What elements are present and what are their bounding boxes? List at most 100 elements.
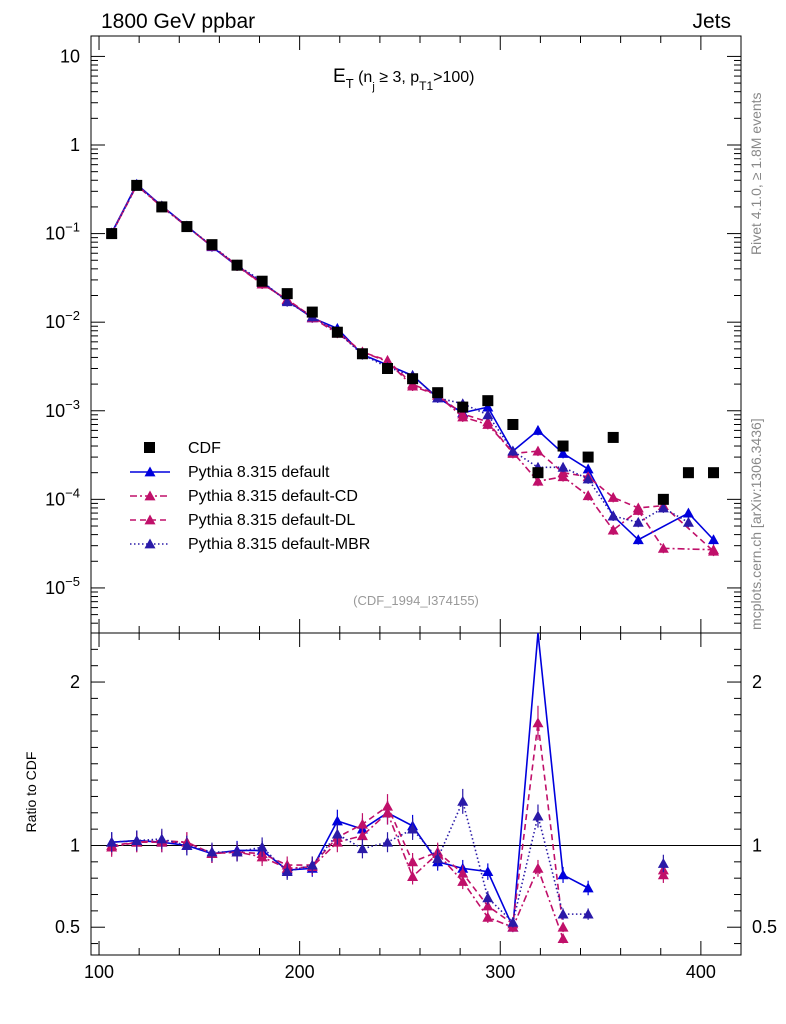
data-point-marker xyxy=(532,467,544,479)
y-tick-label: 10−2 xyxy=(45,308,80,332)
data-point-marker xyxy=(582,451,594,463)
ratio-series-marker xyxy=(582,908,594,919)
ratio-series-marker xyxy=(482,866,494,877)
y-tick-label: 10−1 xyxy=(45,220,80,244)
data-point-marker xyxy=(432,387,444,399)
x-tick-label: 100 xyxy=(84,962,114,982)
main-series-marker xyxy=(607,491,619,502)
main-series-marker xyxy=(482,409,494,420)
data-point-marker xyxy=(407,373,419,385)
main-series-marker xyxy=(632,516,644,527)
main-series-marker xyxy=(482,401,494,412)
main-series-marker xyxy=(281,296,293,307)
main-series-marker xyxy=(557,447,569,458)
ratio-series-marker xyxy=(557,933,569,944)
main-series-marker xyxy=(582,463,594,474)
data-point-marker xyxy=(181,221,193,233)
y-tick-label: 10−4 xyxy=(45,485,80,509)
legend-marker-data xyxy=(144,442,155,453)
legend-label-data: CDF xyxy=(188,440,221,457)
main-series-marker xyxy=(708,534,720,545)
ratio-series-marker xyxy=(557,921,569,932)
data-point-marker xyxy=(682,467,694,479)
main-series-marker xyxy=(382,354,394,365)
main-series-marker xyxy=(482,416,494,427)
data-point-marker xyxy=(206,239,218,251)
ratio-series-marker xyxy=(156,833,168,844)
main-series-marker xyxy=(632,502,644,513)
ratio-series-marker xyxy=(657,857,669,868)
ratio-series-marker xyxy=(256,841,268,852)
ratio-y-tick-label: 2 xyxy=(70,672,80,692)
main-series-marker xyxy=(607,524,619,535)
main-series-group xyxy=(106,178,720,557)
ratio-y-tick-label-right: 1 xyxy=(752,835,762,855)
ratio-series-marker xyxy=(181,839,193,850)
data-point-marker xyxy=(457,401,469,413)
plot-title: ET (nj ≥ 3, pT1>100) xyxy=(333,66,475,93)
ratio-series-marker xyxy=(582,882,594,893)
legend-label: Pythia 8.315 default-MBR xyxy=(188,536,370,553)
ratio-series-marker xyxy=(407,823,419,834)
main-series-marker xyxy=(657,542,669,553)
ratio-series-marker xyxy=(532,717,544,728)
main-series-marker xyxy=(532,445,544,456)
data-point-marker xyxy=(482,395,494,407)
ratio-series-marker xyxy=(382,800,394,811)
ratio-series-marker xyxy=(432,853,444,863)
ratio-series-group xyxy=(106,632,669,944)
ratio-series-marker xyxy=(407,856,419,867)
ratio-series-marker xyxy=(407,871,419,881)
ratio-series-marker xyxy=(231,846,243,857)
ratio-series-marker xyxy=(306,859,318,870)
x-tick-label: 200 xyxy=(285,962,315,982)
ratio-series-marker xyxy=(457,867,469,878)
legend-label: Pythia 8.315 default-CD xyxy=(188,488,358,505)
ratio-series-marker xyxy=(532,810,544,821)
ratio-series-marker xyxy=(356,843,368,854)
ratio-series-marker xyxy=(557,908,569,919)
main-series-marker xyxy=(557,461,569,472)
data-point-marker xyxy=(256,275,268,287)
data-point-marker xyxy=(331,326,343,338)
data-point-marker xyxy=(607,431,619,443)
legend-marker xyxy=(144,466,156,477)
y-tick-label: 1 xyxy=(70,135,80,155)
data-point-marker xyxy=(156,201,168,213)
data-point-marker xyxy=(356,348,368,360)
ratio-y-tick-label: 0.5 xyxy=(55,917,80,937)
ratio-series-marker xyxy=(281,866,293,877)
data-point-marker xyxy=(306,306,318,318)
data-point-marker xyxy=(231,259,243,271)
rivet-version-label: Rivet 4.1.0, ≥ 1.8M events xyxy=(748,92,764,255)
main-series-marker xyxy=(457,408,469,419)
ratio-series-marker xyxy=(331,815,343,826)
ratio-series-marker xyxy=(457,795,469,806)
y-tick-label: 10 xyxy=(60,46,80,66)
ratio-series-marker xyxy=(106,836,118,847)
ratio-series-marker xyxy=(482,892,494,903)
ratio-y-tick-label-right: 2 xyxy=(752,672,762,692)
main-series-marker xyxy=(507,445,519,456)
ratio-y-tick-label: 1 xyxy=(70,835,80,855)
ratio-series-marker xyxy=(532,862,544,873)
main-series-marker xyxy=(657,502,669,513)
main-series-marker xyxy=(708,545,720,556)
data-point-marker xyxy=(507,418,519,430)
axes-group: 100 200 300 400 10−5 10−4 10−3 10−2 10−1 1 10 0.5 0.… xyxy=(45,36,777,982)
main-series-marker xyxy=(682,516,694,527)
main-series-marker xyxy=(682,507,694,518)
data-point-marker xyxy=(281,288,293,300)
main-series-marker xyxy=(582,473,594,484)
data-point-marker xyxy=(382,362,394,374)
ratio-plot-frame xyxy=(90,632,742,956)
data-point-marker xyxy=(106,228,118,240)
data-point-marker xyxy=(708,467,720,479)
main-series-marker xyxy=(582,490,594,501)
ratio-series-marker xyxy=(206,846,218,857)
legend-label: Pythia 8.315 default-DL xyxy=(188,512,355,529)
main-series-line xyxy=(110,184,689,524)
ratio-series-marker xyxy=(331,828,343,839)
ratio-series-line xyxy=(111,798,589,924)
legend-marker xyxy=(144,490,156,501)
